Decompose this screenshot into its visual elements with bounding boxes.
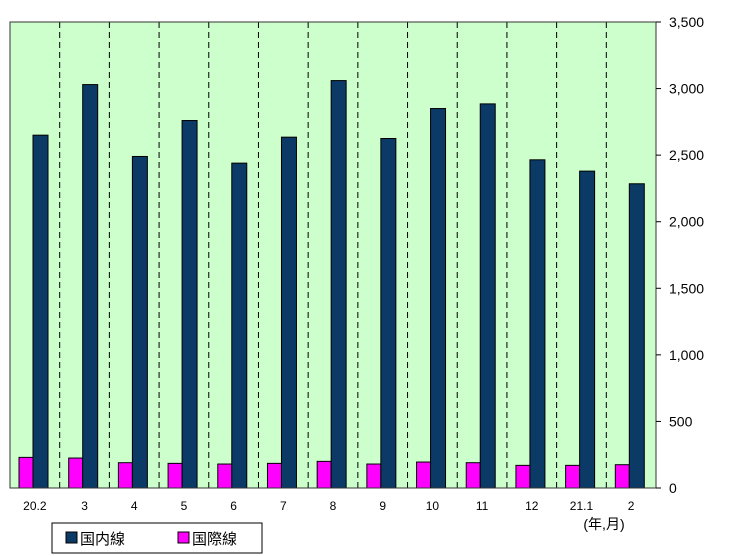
- legend-box: [51, 522, 263, 554]
- bar-international: [416, 461, 432, 489]
- x-tick-label: 10: [426, 499, 440, 513]
- bar-international: [515, 464, 531, 489]
- bar-international: [167, 462, 183, 489]
- x-tick-label: 11: [476, 499, 489, 513]
- bar-domestic: [280, 136, 297, 489]
- x-axis: 20.2 3 4 5 6 7 8 9 10 11 12 21.1 2: [23, 499, 635, 513]
- bar-international: [366, 463, 382, 489]
- y-tick-label: 2,000: [669, 214, 704, 230]
- bar-domestic: [330, 80, 347, 489]
- bar-domestic: [430, 108, 447, 489]
- y-tick-label: 2,500: [669, 147, 704, 163]
- bar-international: [565, 464, 581, 489]
- bar-international: [266, 462, 282, 489]
- x-tick-label: 3: [81, 499, 88, 513]
- bar-domestic: [529, 159, 546, 489]
- bar-international: [614, 464, 630, 489]
- bar-international: [217, 463, 233, 489]
- y-tick-label: 1,500: [669, 280, 704, 296]
- x-tick-label: 6: [230, 499, 237, 513]
- plot-border: [9, 21, 657, 489]
- y-tick-label: 3,000: [669, 81, 704, 97]
- bar-international: [18, 456, 34, 489]
- x-tick-label: 21.1: [570, 499, 594, 513]
- x-tick-label: 20.2: [23, 499, 47, 513]
- bar-domestic: [181, 120, 198, 489]
- bars: [18, 80, 645, 489]
- x-tick-label: 8: [330, 499, 337, 513]
- bar-domestic: [628, 183, 645, 489]
- y-axis: 0 500 1,000 1,500 2,000 2,500 3,000 3,500: [656, 14, 704, 496]
- bar-domestic: [231, 162, 248, 489]
- x-tick-label: 7: [280, 499, 287, 513]
- bar-international: [68, 457, 84, 489]
- legend: 国内線 国際線: [51, 522, 263, 554]
- bar-international: [117, 462, 133, 489]
- legend-swatch: [65, 531, 78, 544]
- bar-domestic: [32, 134, 49, 489]
- bar-domestic: [131, 155, 148, 489]
- bar-domestic: [380, 138, 397, 489]
- legend-label: 国際線: [192, 531, 237, 548]
- bar-domestic: [479, 103, 496, 489]
- y-tick-label: 1,000: [669, 347, 704, 363]
- x-tick-label: 2: [628, 499, 635, 513]
- x-tick-label: 5: [181, 499, 188, 513]
- x-axis-unit-label: (年,月): [583, 516, 624, 532]
- legend-swatch: [177, 531, 190, 544]
- grid-lines: [59, 22, 607, 488]
- bar-domestic: [82, 84, 99, 489]
- x-tick-label: 9: [379, 499, 386, 513]
- x-tick-label: 12: [525, 499, 539, 513]
- y-tick-label: 3,500: [669, 14, 704, 30]
- legend-label: 国内線: [80, 531, 125, 548]
- y-tick-label: 0: [669, 480, 677, 496]
- y-tick-label: 500: [669, 413, 693, 429]
- bar-international: [465, 462, 481, 489]
- bar-domestic: [579, 170, 596, 489]
- x-tick-label: 4: [131, 499, 138, 513]
- bar-international: [316, 460, 332, 489]
